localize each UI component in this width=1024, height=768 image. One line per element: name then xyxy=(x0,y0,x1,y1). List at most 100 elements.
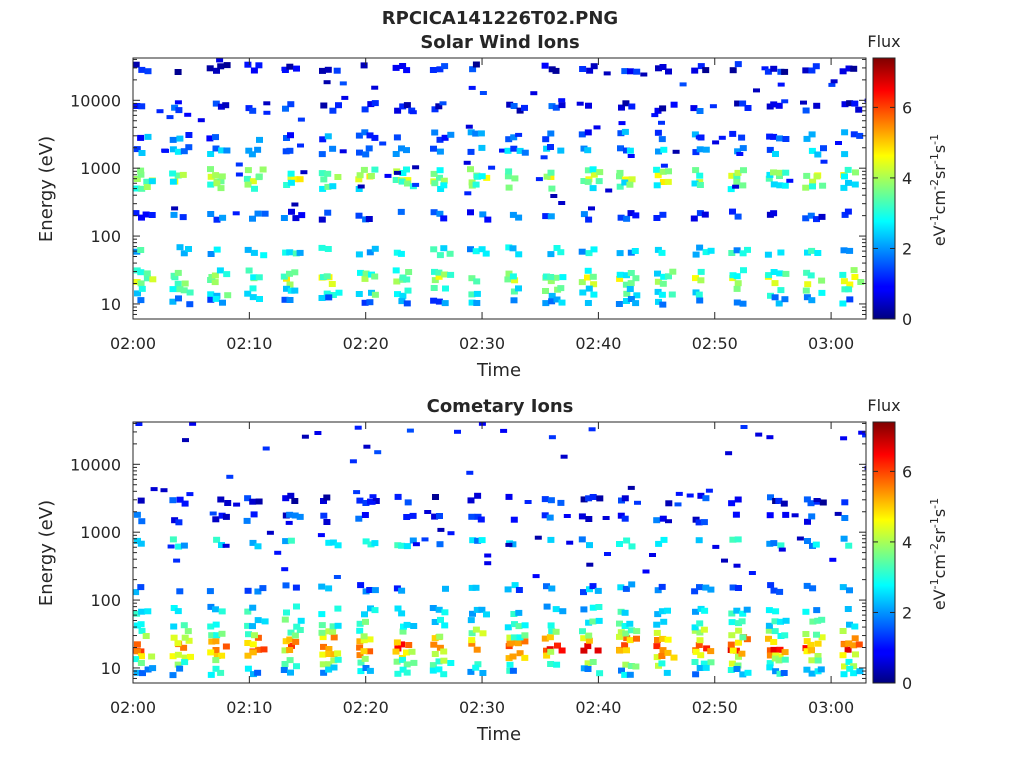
heatmap-cell xyxy=(484,553,492,558)
colorbar-label: Flux xyxy=(867,32,900,51)
heatmap-cell xyxy=(541,496,549,503)
heatmap-cell xyxy=(818,616,826,623)
heatmap-cell xyxy=(212,606,219,613)
heatmap-cell xyxy=(668,291,676,298)
heatmap-cell xyxy=(249,178,257,185)
heatmap-cell xyxy=(232,211,240,216)
heatmap-cell xyxy=(626,671,634,678)
heatmap-cell xyxy=(430,209,438,216)
heatmap-cell xyxy=(521,149,529,156)
heatmap-cell xyxy=(296,176,304,183)
heatmap-cell xyxy=(781,182,789,189)
heatmap-cell xyxy=(403,147,410,154)
heatmap-cell xyxy=(659,179,667,185)
heatmap-cell xyxy=(185,144,193,151)
heatmap-cell xyxy=(781,68,789,75)
heatmap-cell xyxy=(320,643,327,650)
heatmap-cell xyxy=(468,85,476,90)
x-tick-label: 02:40 xyxy=(575,334,621,353)
heatmap-cell xyxy=(185,132,193,138)
heatmap-cell xyxy=(782,270,790,277)
heatmap-cell xyxy=(623,537,631,544)
heatmap-cell xyxy=(697,492,705,499)
heatmap-cell xyxy=(318,170,326,177)
heatmap-cell xyxy=(362,270,370,277)
heatmap-cell xyxy=(690,215,698,222)
y-axis: 10 100 1000 10000 xyxy=(70,422,866,684)
heatmap-cell xyxy=(189,422,197,426)
heatmap-cell xyxy=(541,62,549,69)
heatmap-cell xyxy=(654,587,662,594)
heatmap-cell xyxy=(604,552,611,556)
heatmap-cell xyxy=(333,575,341,579)
heatmap-cell xyxy=(293,603,300,610)
heatmap-cell xyxy=(440,245,448,252)
heatmap-cell xyxy=(484,561,492,566)
heatmap-cell xyxy=(325,646,333,652)
heatmap-cell xyxy=(696,297,704,304)
heatmap-cell xyxy=(776,182,784,189)
heatmap-cell xyxy=(809,618,817,625)
heatmap-cell xyxy=(547,251,555,258)
heatmap-cell xyxy=(633,68,641,75)
heatmap-cell xyxy=(207,251,215,257)
heatmap-cell xyxy=(167,544,175,549)
heatmap-cell xyxy=(325,661,333,668)
heatmap-cell xyxy=(181,500,189,507)
heatmap-cell xyxy=(170,211,178,218)
heatmap-cell xyxy=(593,125,601,130)
heatmap-cell xyxy=(580,635,588,642)
heatmap-cell xyxy=(771,280,779,287)
heatmap-cell xyxy=(366,132,374,139)
heatmap-cell xyxy=(589,659,597,665)
heatmap-cell xyxy=(802,645,810,652)
heatmap-cell xyxy=(761,66,769,71)
heatmap-cell xyxy=(516,107,524,114)
heatmap-cell xyxy=(394,670,402,677)
heatmap-cell xyxy=(399,63,407,69)
heatmap-cell xyxy=(139,670,146,677)
heatmap-cell xyxy=(534,535,542,540)
heatmap-cell xyxy=(392,64,400,71)
heatmap-cell xyxy=(584,129,592,136)
heatmap-cell xyxy=(664,649,672,656)
heatmap-cell xyxy=(249,539,257,546)
heatmap-cell xyxy=(142,211,150,218)
heatmap-cell xyxy=(776,270,784,277)
heatmap-cell xyxy=(244,652,252,659)
heatmap-cell xyxy=(809,542,816,549)
heatmap-cell xyxy=(764,251,772,258)
heatmap-cell xyxy=(515,251,523,258)
heatmap-cell xyxy=(328,281,336,287)
heatmap-cell xyxy=(578,131,586,138)
heatmap-cell xyxy=(479,630,487,637)
heatmap-cell xyxy=(729,272,737,279)
heatmap-cell xyxy=(590,281,598,288)
heatmap-cell xyxy=(286,297,294,303)
heatmap-cell xyxy=(770,181,778,188)
heatmap-cell xyxy=(695,291,703,298)
heatmap-cell xyxy=(841,101,849,108)
heatmap-cell xyxy=(803,582,811,589)
heatmap-cell xyxy=(658,136,666,143)
heatmap-cell xyxy=(727,641,735,648)
heatmap-cell xyxy=(702,146,710,153)
heatmap-cell xyxy=(702,584,710,591)
y-tick-label: 10 xyxy=(101,659,121,678)
heatmap-cell xyxy=(138,150,146,156)
heatmap-cell xyxy=(320,498,327,504)
heatmap-cell xyxy=(718,135,726,140)
heatmap-cell xyxy=(802,215,810,222)
heatmap-cell xyxy=(430,170,438,177)
heatmap-cell xyxy=(325,651,333,657)
heatmap-cell xyxy=(658,120,665,125)
heatmap-cell xyxy=(287,492,295,499)
heatmap-cell xyxy=(285,520,293,525)
heatmap-cell xyxy=(320,102,328,109)
heatmap-cell xyxy=(515,640,522,647)
heatmap-cell xyxy=(222,102,230,109)
heatmap-cell xyxy=(707,659,715,666)
heatmap-cell xyxy=(510,634,518,641)
heatmap-cell xyxy=(665,519,672,524)
heatmap-cell xyxy=(282,249,290,256)
